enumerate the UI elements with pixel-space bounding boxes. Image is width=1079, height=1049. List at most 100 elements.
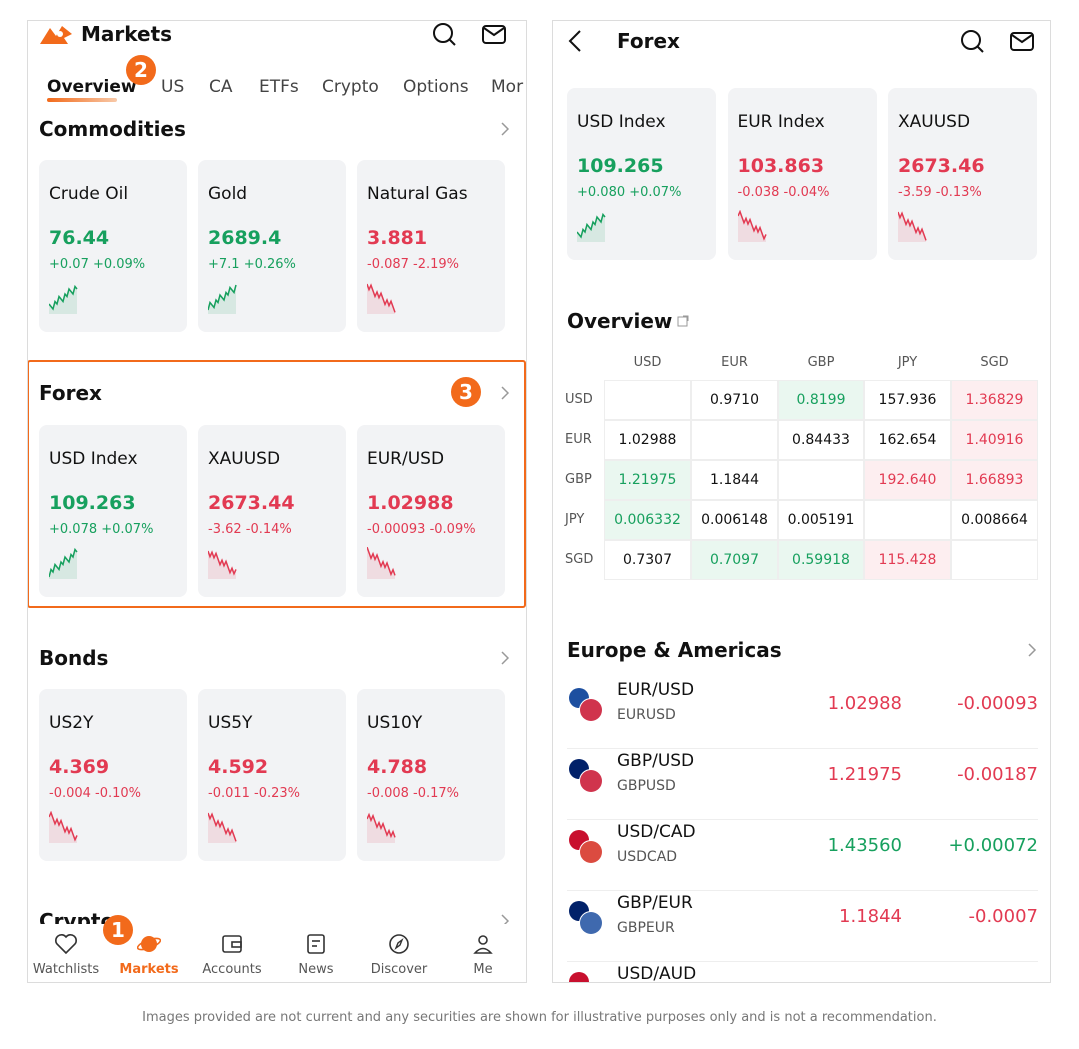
section-title[interactable]: Bonds <box>39 646 109 670</box>
nav-icon[interactable] <box>387 932 411 956</box>
quote-row[interactable]: USD/CAD USDCAD 1.43560 +0.00072 <box>567 819 1038 891</box>
market-tab[interactable]: Options <box>403 77 469 97</box>
nav-icon[interactable] <box>54 932 78 956</box>
quote-card[interactable]: EUR Index 103.863 -0.038 -0.04% <box>727 88 877 260</box>
quote-change: -3.62 -0.14% <box>208 522 292 537</box>
nav-label[interactable]: Discover <box>370 962 428 977</box>
quote-price: 109.263 <box>49 492 136 514</box>
rate-cell: 1.36829 <box>951 380 1038 420</box>
market-tab[interactable]: US <box>161 77 185 97</box>
quote-card[interactable]: XAUUSD 2673.46 -3.59 -0.13% <box>888 88 1037 260</box>
nav-label[interactable]: Accounts <box>202 962 262 977</box>
rate-cell <box>864 500 951 540</box>
market-tab[interactable]: ETFs <box>259 77 299 97</box>
column-header: SGD <box>980 355 1009 370</box>
quote-row[interactable]: GBP/USD GBPUSD 1.21975 -0.00187 <box>567 748 1038 820</box>
search-button[interactable] <box>432 22 458 48</box>
quote-card[interactable]: Gold 2689.4 +7.1 +0.26% <box>198 160 346 332</box>
sparkline <box>367 812 396 843</box>
pair-name: USD/CAD <box>617 822 696 842</box>
section-title[interactable]: Commodities <box>39 117 186 141</box>
pair-code: GBPEUR <box>617 920 675 936</box>
nav-icon[interactable] <box>137 932 161 956</box>
quote-name: XAUUSD <box>898 112 971 132</box>
rate-cell: 0.008664 <box>951 500 1038 540</box>
market-tab[interactable]: Mor <box>491 77 524 97</box>
rate-cell: 0.006148 <box>691 500 778 540</box>
column-header: GBP <box>807 355 835 370</box>
sparkline <box>49 811 78 843</box>
flag-icon <box>569 830 603 864</box>
share-icon[interactable] <box>677 315 689 327</box>
quote-row[interactable]: EUR/USD EURUSD 1.02988 -0.00093 <box>567 677 1038 749</box>
quote-card[interactable]: USD Index 109.263 +0.078 +0.07% <box>39 425 187 597</box>
quote-card[interactable]: XAUUSD 2673.44 -3.62 -0.14% <box>198 425 346 597</box>
nav-icon[interactable] <box>220 932 244 956</box>
nav-label[interactable]: Me <box>473 962 493 977</box>
nav-label[interactable]: Watchlists <box>32 962 100 977</box>
pair-price: 1.02988 <box>827 693 902 714</box>
quote-name: US10Y <box>367 713 423 733</box>
back-button[interactable] <box>568 29 582 53</box>
pair-code: GBPUSD <box>617 778 676 794</box>
quote-card[interactable]: US10Y 4.788 -0.008 -0.17% <box>357 689 505 861</box>
quote-price: 4.788 <box>367 756 428 778</box>
quote-change: -0.038 -0.04% <box>737 185 830 200</box>
nav-label[interactable]: Markets <box>119 962 179 977</box>
rate-cell: 0.7307 <box>604 540 691 580</box>
market-tab[interactable]: Overview <box>47 77 137 97</box>
logo <box>40 26 72 44</box>
pair-code: USDCAD <box>617 849 678 865</box>
nav-label[interactable]: News <box>298 962 334 977</box>
section-title[interactable]: Forex <box>39 381 102 405</box>
section-title[interactable]: Europe & Americas <box>567 638 782 662</box>
sparkline <box>49 284 78 314</box>
quote-price: 1.02988 <box>367 492 454 514</box>
chevron[interactable] <box>500 121 510 137</box>
nav-icon[interactable] <box>304 932 328 956</box>
sparkline <box>367 283 396 314</box>
mail-button[interactable] <box>482 23 508 47</box>
quote-row[interactable]: GBP/EUR GBPEUR 1.1844 -0.0007 <box>567 890 1038 962</box>
quote-name: XAUUSD <box>208 449 281 469</box>
nav-icon[interactable] <box>471 932 495 956</box>
quote-card[interactable]: Natural Gas 3.881 -0.087 -2.19% <box>357 160 505 332</box>
rate-cell: 0.006332 <box>604 500 691 540</box>
row-header: EUR <box>565 432 592 447</box>
chevron[interactable] <box>1027 642 1037 658</box>
quote-price: 2673.44 <box>208 492 295 514</box>
forex-screen: Forex USD Index 109.265 +0.080 +0.07% EUR In… <box>552 20 1051 983</box>
chevron[interactable] <box>500 650 510 666</box>
quote-card[interactable]: EUR/USD 1.02988 -0.00093 -0.09% <box>357 425 505 597</box>
quote-name: Natural Gas <box>367 184 468 204</box>
search-button[interactable] <box>960 29 986 55</box>
quote-price: 76.44 <box>49 227 110 249</box>
chevron[interactable] <box>500 385 510 401</box>
screen-title: Markets <box>81 22 173 46</box>
quote-card[interactable]: US5Y 4.592 -0.011 -0.23% <box>198 689 346 861</box>
quote-name: US5Y <box>208 713 253 733</box>
tab-underline <box>47 98 117 102</box>
rate-cell <box>604 380 691 420</box>
quote-name: Crude Oil <box>49 184 129 204</box>
quote-card[interactable]: USD Index 109.265 +0.080 +0.07% <box>567 88 716 260</box>
markets-screen: Markets Overview US CA ETFs Crypto Options Mor 2… <box>27 20 527 983</box>
quote-change: +0.080 +0.07% <box>577 185 682 200</box>
quote-price: 109.265 <box>577 155 664 177</box>
column-header: EUR <box>721 355 748 370</box>
flag-icon <box>569 759 603 793</box>
mail-button[interactable] <box>1010 30 1036 54</box>
quote-card[interactable]: US2Y 4.369 -0.004 -0.10% <box>39 689 187 861</box>
quote-row[interactable]: USD/AUD <box>567 961 1038 982</box>
quote-change: -0.008 -0.17% <box>367 786 460 801</box>
rate-cell: 157.936 <box>864 380 951 420</box>
sparkline <box>49 547 78 579</box>
quote-card[interactable]: Crude Oil 76.44 +0.07 +0.09% <box>39 160 187 332</box>
pair-name: EUR/USD <box>617 680 695 700</box>
quote-name: EUR/USD <box>367 449 445 469</box>
quote-name: USD Index <box>49 449 138 469</box>
quote-price: 2673.46 <box>898 155 985 177</box>
pair-name: GBP/USD <box>617 751 695 771</box>
market-tab[interactable]: Crypto <box>322 77 379 97</box>
market-tab[interactable]: CA <box>209 77 233 97</box>
